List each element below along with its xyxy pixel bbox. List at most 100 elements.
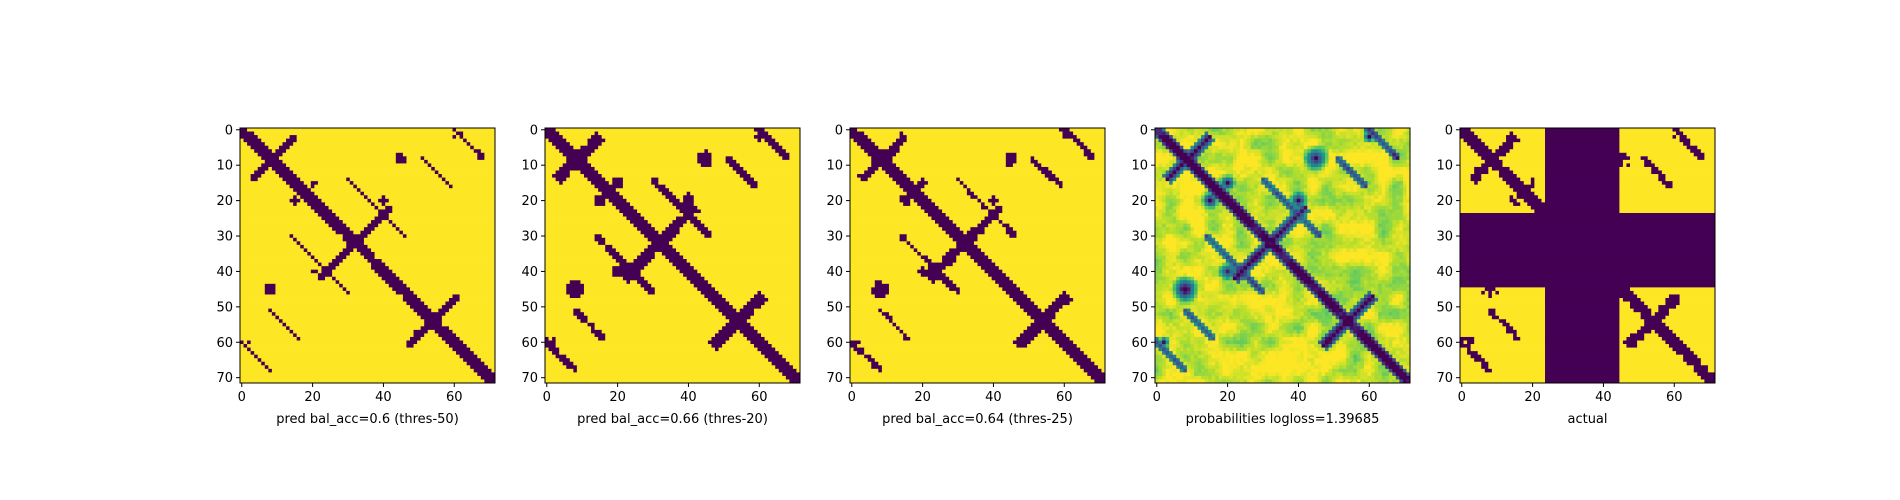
heatmap-cell-run <box>1342 213 1347 217</box>
heatmap-cell-run <box>1204 276 1209 281</box>
heatmap-cell-run <box>1162 266 1167 271</box>
heatmap-cell-run <box>1353 294 1358 299</box>
heatmap-cell-run <box>1055 322 1106 327</box>
heatmap-cell-run <box>1190 174 1195 178</box>
heatmap-cell-run <box>307 202 326 207</box>
heatmap-cell-run <box>1261 230 1266 235</box>
heatmap-cell-run <box>353 181 446 186</box>
heatmap-cell-run <box>1208 230 1213 235</box>
heatmap-cell-run <box>1250 195 1255 200</box>
heatmap-cell-run <box>1282 213 1287 217</box>
heatmap-cell-run <box>1385 298 1390 302</box>
heatmap-cell-run <box>1349 213 1354 217</box>
heatmap-cell-run <box>949 234 978 239</box>
heatmap-cell-run <box>1381 184 1386 189</box>
heatmap-cell-run <box>1186 248 1195 253</box>
heatmap-cell-run <box>1385 251 1390 256</box>
heatmap-cell-run <box>850 329 900 334</box>
heatmap-cell-run <box>1339 227 1344 232</box>
heatmap-cell-run <box>480 358 496 363</box>
heatmap-cell-run <box>1367 276 1372 281</box>
heatmap-cell-run <box>718 290 758 295</box>
heatmap-cell-run <box>1183 149 1188 154</box>
heatmap-cell-run <box>1236 290 1241 295</box>
heatmap-cell-run <box>1356 237 1361 242</box>
heatmap-cell-run <box>1356 308 1361 313</box>
heatmap-cell-run <box>1218 234 1223 239</box>
heatmap-cell-run <box>1360 138 1365 143</box>
heatmap-cell-run <box>693 223 705 228</box>
heatmap-cell-run <box>1183 262 1188 267</box>
heatmap-cell-run <box>1303 181 1308 186</box>
heatmap-cell-run <box>1172 248 1177 253</box>
heatmap-cell-run <box>1261 163 1266 168</box>
heatmap-cell-run <box>240 379 485 384</box>
heatmap-cell-run <box>1271 216 1276 221</box>
heatmap-cell-run <box>1363 301 1368 306</box>
heatmap-cell-run <box>1211 301 1216 306</box>
heatmap-cell-run <box>1286 128 1290 132</box>
heatmap-cell-run <box>1349 195 1354 200</box>
heatmap-cell-run <box>1332 273 1337 278</box>
heatmap-cell-run <box>1325 251 1329 256</box>
heatmap-cell-run <box>1190 234 1195 239</box>
heatmap-cell-run <box>1222 262 1227 267</box>
heatmap-cell-run <box>850 344 858 348</box>
heatmap-cell-run <box>456 135 460 140</box>
heatmap-cell-run <box>406 344 414 348</box>
heatmap-cell-run <box>1278 255 1283 260</box>
heatmap-cell-run <box>1243 230 1248 235</box>
heatmap-cell-run <box>1310 152 1315 157</box>
heatmap-cell-run <box>665 195 677 200</box>
heatmap-cell-run <box>545 351 553 356</box>
heatmap-cell-run <box>240 135 259 140</box>
heatmap-cell-run <box>1378 273 1383 278</box>
heatmap-cell-run <box>555 145 574 150</box>
heatmap-cell-run <box>1317 216 1322 221</box>
heatmap-cell-run <box>1218 216 1223 221</box>
heatmap-cell-run <box>1332 276 1337 281</box>
heatmap-cell-run <box>1321 188 1326 193</box>
heatmap-cell-run <box>1211 216 1216 221</box>
heatmap-cell-run <box>1321 287 1326 292</box>
heatmap-cell-run <box>1158 220 1163 225</box>
heatmap-cell-run <box>1321 262 1326 267</box>
heatmap-cell-run <box>1342 174 1347 178</box>
heatmap-cell-run <box>545 216 627 221</box>
heatmap-cell-run <box>1321 174 1326 178</box>
heatmap-cell-run <box>746 301 765 306</box>
heatmap-cell-run <box>1240 156 1259 161</box>
heatmap-cell-run <box>1346 280 1351 285</box>
heatmap-cell-run <box>1225 191 1230 196</box>
heatmap-cell-run <box>1286 269 1290 274</box>
heatmap-cell-run <box>1321 308 1326 313</box>
heatmap-cell-run <box>1155 209 1159 214</box>
heatmap-cell-run <box>1020 287 1106 292</box>
heatmap-cell-run <box>342 220 372 225</box>
heatmap-cell-run <box>1204 290 1209 295</box>
heatmap-cell-run <box>1289 248 1294 253</box>
heatmap-cell-run <box>1300 308 1305 313</box>
heatmap-cell-run <box>275 290 347 295</box>
heatmap-cell-run <box>402 152 478 157</box>
heatmap-cell-run <box>1222 287 1227 292</box>
heatmap-cell-run <box>881 312 890 317</box>
heatmap-cell-run <box>1229 255 1234 260</box>
heatmap-cell-run <box>1353 177 1358 182</box>
heatmap-cell-run <box>1275 131 1280 136</box>
heatmap-cell-run <box>1271 181 1276 186</box>
heatmap-cell-run <box>1385 195 1390 200</box>
heatmap-cell-run <box>1293 248 1298 253</box>
heatmap-cell-run <box>1385 131 1390 136</box>
heatmap-cell-run <box>566 287 585 292</box>
heatmap-cell-run <box>1303 170 1308 175</box>
heatmap-cell-run <box>1250 290 1255 295</box>
heatmap-cell-run <box>1374 202 1379 207</box>
heatmap-cell-run <box>1162 184 1167 189</box>
heatmap-cell-run <box>1349 276 1354 281</box>
heatmap-cell-run <box>1165 202 1170 207</box>
heatmap-cell-run <box>1307 191 1312 196</box>
heatmap-cell-run <box>1406 269 1411 274</box>
heatmap-cell-run <box>1201 159 1205 164</box>
heatmap-cell-run <box>587 142 603 147</box>
